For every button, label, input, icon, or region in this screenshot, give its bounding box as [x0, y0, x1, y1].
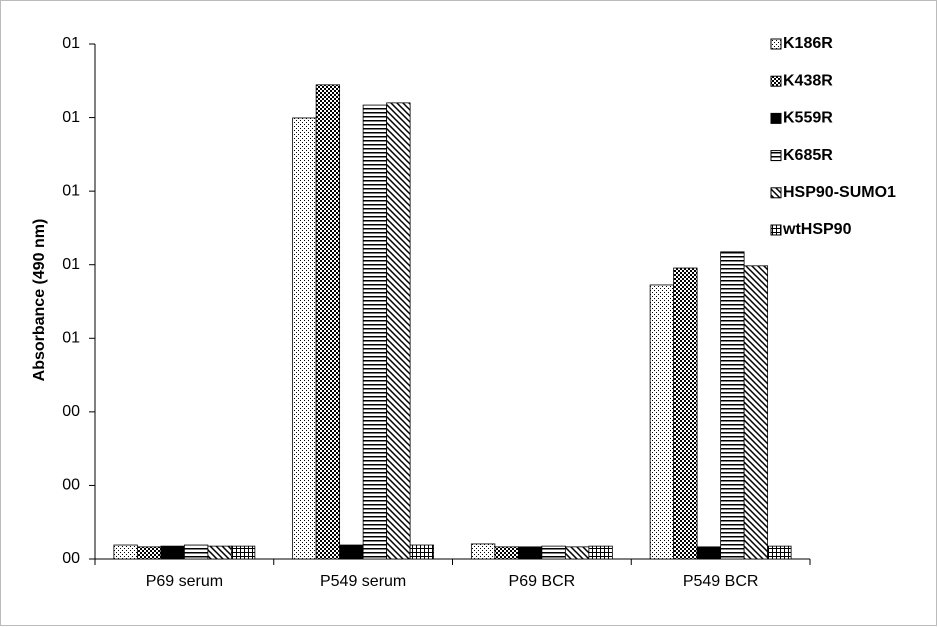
x-tick-label: P549 serum [320, 573, 406, 590]
bar [315, 84, 341, 560]
bar [696, 546, 722, 560]
bar [720, 251, 745, 560]
bar [362, 104, 388, 560]
y-tick-label: 00 [62, 550, 80, 567]
y-tick-label: 01 [62, 35, 80, 52]
bar [230, 545, 256, 560]
bar [207, 545, 232, 560]
x-tick-label: P69 BCR [509, 573, 576, 590]
legend-swatch [770, 112, 782, 124]
y-tick-label: 00 [62, 403, 80, 420]
y-tick-label: 01 [62, 256, 80, 273]
bar [743, 265, 769, 560]
bar [588, 545, 613, 560]
legend-swatch [770, 187, 782, 199]
bar [339, 544, 364, 560]
x-tick-label: P69 serum [146, 573, 223, 590]
bar [160, 545, 185, 560]
legend-label: wtHSP90 [782, 221, 852, 238]
bar [649, 284, 675, 560]
legend-label: K186R [783, 35, 833, 52]
y-tick-label: 01 [62, 182, 80, 199]
legend-swatch [770, 75, 782, 87]
bar [673, 267, 698, 560]
legend-label: K438R [783, 72, 833, 89]
bar [409, 544, 435, 560]
legend-swatch [770, 38, 782, 50]
bar [113, 544, 138, 560]
y-axis-title: Absorbance (490 nm) [31, 219, 48, 382]
y-tick-label: 01 [62, 330, 80, 347]
y-tick-label: 01 [62, 109, 80, 126]
bar [183, 544, 209, 560]
bar [494, 546, 519, 560]
legend-label: HSP90-SUMO1 [783, 184, 896, 201]
bar [767, 545, 792, 560]
legend-label: K685R [783, 147, 833, 164]
legend-swatch [770, 150, 782, 162]
bar [136, 546, 162, 560]
bar [292, 117, 317, 560]
bar [386, 102, 411, 560]
legend-label: K559R [783, 110, 833, 127]
bar [517, 546, 543, 560]
bar [541, 545, 566, 560]
x-tick-label: P549 BCR [683, 573, 759, 590]
y-tick-label: 00 [62, 477, 80, 494]
bar [470, 543, 496, 560]
bar [564, 546, 590, 560]
legend-swatch [770, 224, 782, 236]
